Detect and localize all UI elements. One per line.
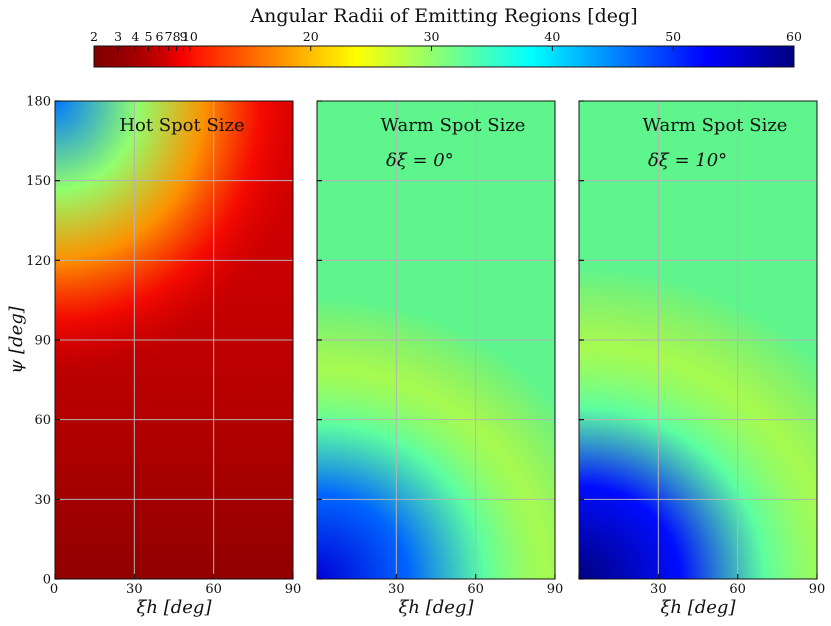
x-tick-label: 90	[809, 582, 826, 597]
colorbar-tick-label: 7	[165, 29, 173, 44]
colorbar-tick-label: 40	[544, 29, 560, 44]
warm-spot-0-title: Warm Spot Size	[381, 115, 526, 136]
colorbar-tick-label: 5	[145, 29, 153, 44]
y-tick-label: 0	[43, 573, 51, 588]
x-tick-label: 60	[467, 582, 484, 597]
x-tick-label: 30	[126, 582, 143, 597]
colorbar-tick-label: 50	[665, 29, 681, 44]
x-tick-label: 30	[388, 582, 405, 597]
warm-spot-0-grid	[317, 101, 555, 579]
colorbar-tick-label: 30	[424, 29, 440, 44]
colorbar-tick-label: 6	[155, 29, 163, 44]
warm-spot-0-subtitle: δξ = 0°	[386, 150, 454, 171]
colorbar-tick-label: 60	[786, 29, 802, 44]
x-tick-label: 60	[205, 582, 222, 597]
hot-spot-ylabel: ψ [deg]	[6, 305, 27, 374]
panel-hot-spot: Hot Spot Size 0 30 60 90 0 30 60 90 120 150 180 ξh…	[6, 95, 301, 619]
x-tick-label: 0	[50, 582, 58, 597]
warm-spot-10-xlabel: ξh [deg]	[661, 597, 737, 618]
x-tick-label: 60	[729, 582, 746, 597]
colorbar-tick-label: 3	[114, 29, 122, 44]
hot-spot-grid	[55, 101, 293, 579]
warm-spot-10-grid	[579, 101, 817, 579]
hot-spot-axis-ticks: 0 30 60 90 0 30 60 90 120 150 180	[26, 95, 301, 598]
colorbar-tick-label: 2	[90, 29, 98, 44]
y-tick-label: 120	[26, 254, 51, 269]
y-tick-label: 180	[26, 95, 51, 110]
hot-spot-xlabel: ξh [deg]	[137, 597, 213, 618]
panel-warm-spot-10: Warm Spot Size δξ = 10° 30 60 90 ξh [deg]	[578, 100, 826, 618]
warm-spot-0-xlabel: ξh [deg]	[399, 597, 475, 618]
colorbar: Angular Radii of Emitting Regions [deg] …	[90, 5, 802, 68]
colorbar-tick-label: 20	[303, 29, 319, 44]
colorbar-gradient	[93, 45, 795, 68]
y-tick-label: 30	[34, 493, 51, 508]
y-tick-label: 90	[34, 334, 51, 349]
warm-spot-10-axis-ticks: 30 60 90	[578, 100, 826, 597]
y-tick-label: 150	[26, 174, 51, 189]
colorbar-tick-label: 8	[173, 29, 181, 44]
hot-spot-title: Hot Spot Size	[119, 115, 244, 136]
colorbar-tick-label: 9	[180, 29, 188, 44]
warm-spot-10-subtitle: δξ = 10°	[648, 150, 727, 171]
x-tick-label: 90	[547, 582, 564, 597]
warm-spot-10-title: Warm Spot Size	[643, 115, 788, 136]
y-tick-label: 60	[34, 413, 51, 428]
panel-warm-spot-0: Warm Spot Size δξ = 0° 30 60 90 ξh [deg]	[316, 100, 564, 618]
colorbar-tick-label: 10	[182, 29, 198, 44]
colorbar-ticks: 2 3 4 5 6 7 8 910 20 30 40 50 60	[90, 29, 802, 51]
x-tick-label: 90	[285, 582, 302, 597]
colorbar-title: Angular Radii of Emitting Regions [deg]	[249, 5, 637, 27]
x-tick-label: 30	[650, 582, 667, 597]
colorbar-tick-label: 4	[131, 29, 139, 44]
warm-spot-0-axis-ticks: 30 60 90	[316, 100, 564, 597]
